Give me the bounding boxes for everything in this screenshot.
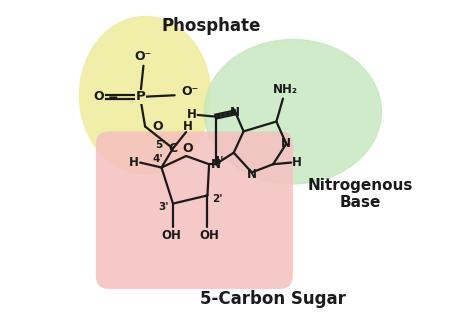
Text: N: N [210, 158, 221, 171]
Text: H: H [129, 156, 139, 169]
Text: 2': 2' [212, 194, 223, 204]
Text: N: N [247, 168, 257, 181]
Text: O: O [93, 90, 104, 104]
Text: 4': 4' [153, 154, 164, 164]
Text: N: N [281, 137, 291, 150]
Text: N: N [230, 106, 240, 119]
Text: =: = [108, 90, 118, 104]
Text: O⁻: O⁻ [135, 50, 152, 63]
Text: 3': 3' [158, 202, 169, 212]
Text: 5': 5' [155, 140, 166, 150]
Text: 1': 1' [214, 156, 224, 166]
Text: 5-Carbon Sugar: 5-Carbon Sugar [200, 290, 346, 308]
Text: Nitrogenous
Base: Nitrogenous Base [308, 178, 413, 210]
Text: C: C [168, 142, 178, 155]
Text: H: H [292, 156, 302, 169]
Text: Phosphate: Phosphate [161, 17, 260, 35]
Text: O: O [182, 142, 193, 155]
Text: NH₂: NH₂ [273, 83, 298, 96]
FancyBboxPatch shape [96, 131, 293, 289]
Text: OH: OH [162, 229, 181, 242]
Ellipse shape [204, 40, 382, 184]
Text: P: P [135, 90, 145, 104]
Text: O: O [152, 120, 163, 133]
Text: H: H [183, 120, 193, 133]
Ellipse shape [80, 16, 211, 174]
Text: O⁻: O⁻ [182, 85, 199, 98]
Text: OH: OH [199, 229, 219, 242]
Text: H: H [187, 109, 197, 122]
